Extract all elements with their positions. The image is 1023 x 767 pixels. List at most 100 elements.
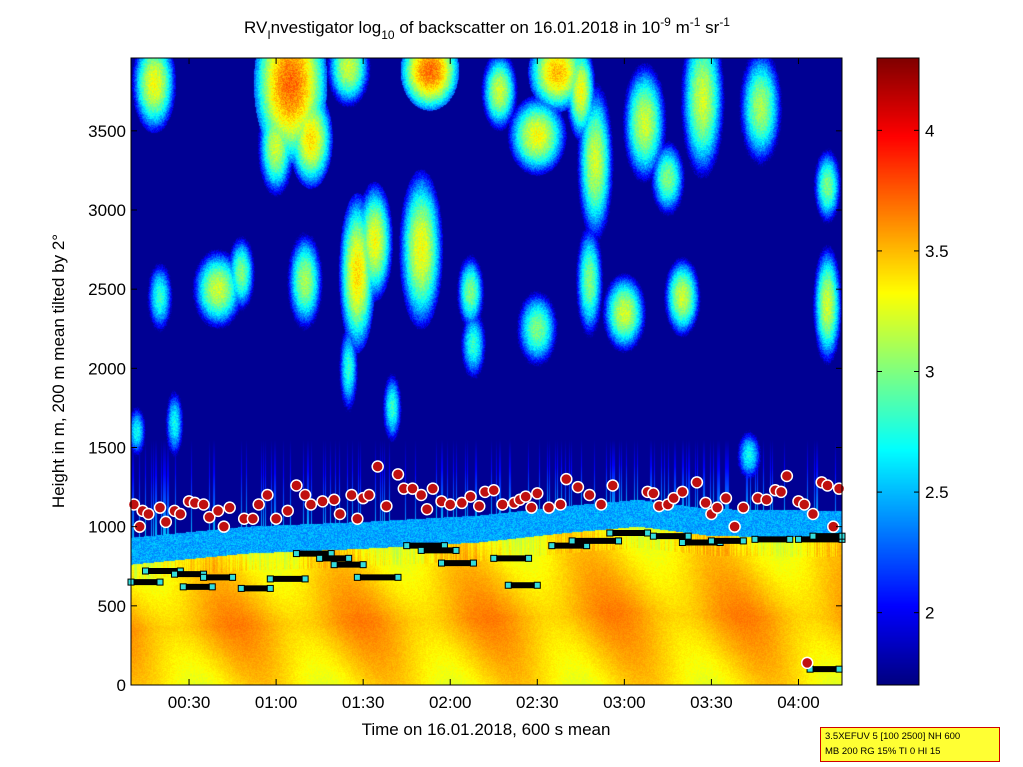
cloud-base-marker (426, 482, 440, 495)
layer-markers (127, 460, 846, 673)
cloud-base-marker (371, 460, 384, 473)
layer-square-marker (394, 573, 402, 581)
cloud-base-marker (333, 507, 347, 521)
cloud-base-marker (780, 469, 794, 483)
cloud-base-marker (327, 493, 341, 506)
y-tick-label: 500 (98, 597, 126, 616)
cloud-base-marker (420, 503, 434, 516)
layer-square-marker (359, 561, 367, 569)
layer-square-marker (794, 535, 802, 543)
cloud-base-marker (290, 479, 303, 492)
cloud-base-marker (554, 498, 567, 511)
cloud-base-marker (443, 498, 457, 511)
layer-square-marker (345, 554, 353, 562)
y-tick-label: 3500 (88, 122, 126, 141)
layer-square-marker (548, 542, 556, 550)
cloud-base-marker (464, 490, 477, 503)
layer-square-marker (171, 570, 179, 578)
cloud-base-marker (391, 468, 405, 481)
info-line-2: MB 200 RG 15% TI 0 HI 15 (825, 746, 941, 757)
cloud-base-marker (690, 476, 704, 489)
layer-square-marker (533, 581, 541, 589)
chart-title: RVInvestigator log10 of backscatter on 1… (244, 15, 730, 42)
x-tick-label: 03:30 (690, 693, 733, 712)
cloud-base-marker (647, 487, 660, 500)
layer-square-marker (469, 559, 477, 567)
cloud-base-marker (223, 501, 236, 514)
x-tick-label: 01:30 (342, 693, 385, 712)
cloud-base-marker (531, 487, 544, 500)
cloud-base-marker (217, 520, 231, 533)
cloud-base-marker (606, 479, 619, 492)
cloud-base-marker (153, 501, 167, 514)
layer-square-marker (678, 539, 686, 546)
layer-square-marker (684, 532, 692, 540)
layer-square-marker (237, 584, 245, 592)
cloud-base-marker (142, 507, 155, 521)
layer-square-marker (156, 578, 164, 586)
cloud-base-marker (699, 496, 712, 510)
cloud-base-marker (571, 480, 585, 494)
layer-square-marker (809, 532, 817, 540)
cloud-base-marker (406, 482, 419, 495)
backscatter-heatmap (131, 58, 842, 685)
plot-area (127, 57, 846, 686)
cloud-base-marker (519, 490, 532, 503)
cloud-base-marker (774, 485, 788, 499)
x-axis-label: Time on 16.01.2018, 600 s mean (362, 720, 611, 739)
layer-square-marker (452, 546, 460, 554)
cloud-base-marker (667, 491, 680, 505)
y-tick-label: 0 (117, 676, 126, 695)
cloud-base-marker (525, 501, 538, 514)
layer-square-marker (179, 583, 187, 591)
layer-square-marker (292, 550, 300, 558)
y-tick-label: 2000 (88, 359, 126, 378)
x-axis: 00:30 01:00 01:30 02:00 02:30 03:00 03:30 04:00 (168, 58, 820, 712)
layer-square-marker (353, 573, 361, 581)
cloud-base-marker (304, 498, 318, 511)
layer-square-marker (739, 537, 747, 545)
layer-square-marker (615, 537, 623, 545)
layer-square-marker (525, 554, 533, 562)
cloud-base-marker (496, 498, 509, 511)
cloud-base-marker (710, 501, 724, 514)
cloud-base-marker (806, 507, 820, 521)
cloud-base-marker (261, 488, 274, 502)
cloud-base-marker (246, 512, 260, 525)
cloud-base-marker (281, 504, 294, 518)
x-tick-label: 04:00 (777, 693, 820, 712)
cloud-base-marker (345, 488, 358, 502)
x-tick-label: 03:00 (603, 693, 646, 712)
colorbar-ticks: 2 2.5 3 3.5 4 (877, 121, 949, 623)
layer-square-marker (649, 532, 657, 540)
x-tick-label: 02:30 (516, 693, 559, 712)
cloud-base-marker (252, 498, 265, 511)
layer-square-marker (644, 529, 652, 537)
layer-square-marker (316, 554, 324, 562)
layer-square-marker (606, 529, 614, 537)
layer-square-marker (330, 561, 338, 569)
layer-square-marker (504, 581, 512, 589)
layer-square-marker (266, 584, 274, 592)
y-tick-label: 2500 (88, 280, 126, 299)
colorbar-tick-label: 4 (925, 121, 934, 140)
layer-square-marker (229, 573, 237, 581)
cloud-base-marker (798, 498, 811, 511)
cloud-base-marker (174, 507, 187, 521)
cloud-base-marker (737, 501, 750, 514)
cloud-base-marker (414, 488, 428, 502)
cloud-base-marker (197, 498, 210, 511)
layer-square-marker (301, 575, 309, 583)
cloud-base-marker (455, 496, 469, 510)
cloud-base-marker (362, 488, 376, 502)
cloud-base-marker (560, 472, 573, 486)
colorbar: 2 2.5 3 3.5 4 (876, 57, 949, 686)
layer-square-marker (751, 535, 759, 543)
layer-square-marker (707, 537, 715, 545)
layer-square-marker (208, 583, 216, 591)
layer-square-marker (417, 546, 425, 554)
layer-square-marker (200, 573, 208, 581)
x-tick-label: 01:00 (255, 693, 298, 712)
cloud-base-marker (211, 504, 225, 518)
